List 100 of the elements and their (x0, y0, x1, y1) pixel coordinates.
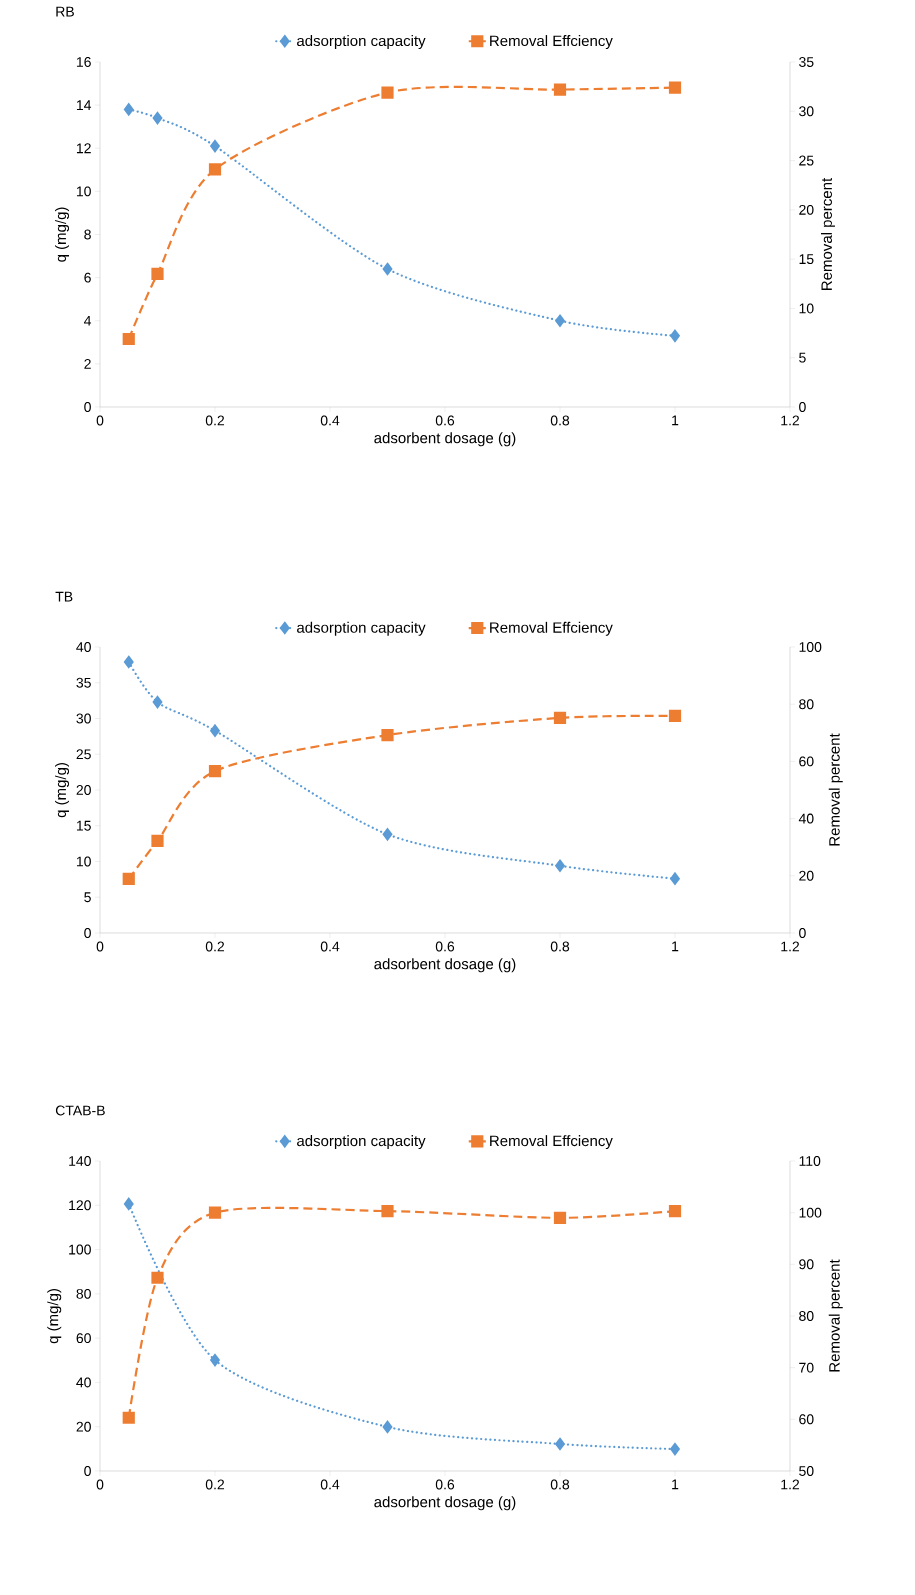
y2-tick-label: 15 (799, 254, 814, 265)
y-axis-title: q (mg/g) (47, 1289, 62, 1344)
y2-tick-label: 40 (798, 813, 814, 824)
point (122, 872, 135, 886)
x-axis-title: adsorbent dosage (g) (374, 432, 516, 447)
point (553, 711, 567, 725)
x-tick-label: 0.8 (550, 941, 570, 952)
y-tick-label: 120 (69, 1200, 91, 1211)
x-tick-label: 1.2 (781, 941, 800, 952)
x-tick-label: 1 (672, 1479, 679, 1490)
x-tick-label: 0.4 (320, 1479, 340, 1490)
y-tick-label: 14 (76, 100, 92, 110)
point (122, 1411, 135, 1424)
y-tick-label: 60 (76, 1333, 91, 1344)
legend-label: Removal Effciency (490, 35, 613, 50)
point (555, 1437, 565, 1451)
y2-axis-title: Removal percent (820, 177, 835, 290)
x-tick-label: 0.8 (550, 1479, 570, 1490)
y2-tick-label: 20 (799, 204, 814, 215)
y-tick-label: 0 (84, 928, 91, 938)
y-tick-label: 20 (76, 1421, 91, 1432)
point (668, 709, 682, 723)
x-tick-label: 1 (672, 415, 679, 426)
y2-tick-label: 100 (799, 642, 822, 652)
y-tick-label: 30 (76, 713, 91, 724)
point (151, 267, 164, 281)
y-tick-label: 140 (69, 1156, 91, 1166)
y2-tick-label: 0 (799, 402, 806, 412)
y-tick-label: 10 (76, 186, 91, 197)
legend-label: Removal Effciency (490, 1135, 613, 1150)
y-tick-label: 2 (84, 358, 91, 369)
point (670, 872, 680, 885)
x-tick-label: 0 (96, 941, 104, 952)
x-tick-label: 0.2 (205, 415, 225, 426)
point (210, 1353, 220, 1367)
point (151, 834, 164, 847)
y-tick-label: 0 (84, 402, 91, 412)
y2-tick-label: 5 (799, 352, 806, 363)
y2-tick-label: 100 (799, 1207, 822, 1218)
point (553, 1211, 567, 1224)
y2-tick-label: 25 (799, 155, 814, 166)
y2-tick-label: 20 (799, 870, 814, 881)
y-tick-label: 80 (76, 1288, 91, 1299)
legend-label: Removal Effciency (490, 621, 613, 636)
y-tick-label: 6 (84, 272, 91, 283)
point (123, 103, 134, 116)
y2-tick-label: 30 (799, 106, 814, 117)
point (553, 83, 567, 96)
legend-label: adsorption capacity (297, 621, 426, 636)
point (208, 1206, 222, 1219)
point (668, 1205, 682, 1218)
y2-tick-label: 50 (799, 1466, 814, 1476)
chart-title: RB (56, 6, 74, 17)
point (208, 163, 222, 176)
y2-tick-label: 80 (799, 1311, 814, 1321)
y2-tick-label: 35 (799, 57, 814, 67)
x-tick-label: 1.2 (781, 415, 800, 426)
x-tick-label: 0.6 (435, 1479, 455, 1490)
y-tick-label: 16 (76, 57, 91, 67)
point (152, 695, 163, 709)
point (670, 1442, 680, 1456)
x-tick-label: 0.4 (320, 415, 340, 426)
x-tick-label: 0.2 (205, 941, 225, 952)
x-tick-label: 0.2 (205, 1479, 225, 1490)
point (123, 655, 134, 669)
point (381, 86, 394, 99)
x-tick-label: 0.4 (320, 941, 340, 952)
y2-tick-label: 90 (799, 1259, 814, 1270)
y-axis-title: q (mg/g) (55, 207, 70, 262)
x-tick-label: 1 (672, 941, 679, 952)
point (123, 1197, 134, 1211)
y-tick-label: 15 (76, 820, 91, 831)
y-tick-label: 4 (83, 315, 92, 326)
x-tick-label: 0.8 (550, 415, 570, 426)
point (382, 1420, 393, 1434)
point (122, 332, 135, 346)
y-axis-title: q (mg/g) (55, 763, 70, 818)
legend-label: adsorption capacity (297, 1135, 426, 1150)
x-axis-title: adsorbent dosage (g) (374, 958, 516, 973)
x-tick-label: 0 (96, 1479, 104, 1490)
chart-title: TB (55, 591, 73, 602)
y-tick-label: 20 (76, 785, 91, 795)
point (210, 139, 220, 153)
x-axis-title: adsorbent dosage (g) (374, 1496, 516, 1511)
y-tick-label: 25 (76, 749, 91, 760)
point (555, 314, 565, 327)
point (382, 828, 393, 841)
y-tick-label: 8 (84, 229, 91, 240)
chart-title: CTAB-B (55, 1105, 105, 1116)
point (208, 765, 222, 778)
y2-tick-label: 10 (799, 303, 814, 314)
y2-tick-label: 70 (799, 1362, 814, 1373)
point (381, 1205, 394, 1218)
point (210, 724, 220, 737)
point (381, 728, 394, 742)
y-tick-label: 0 (84, 1466, 91, 1476)
y2-axis-title: Removal percent (828, 1259, 843, 1372)
x-tick-label: 0 (96, 415, 104, 426)
y2-axis-title: Removal percent (828, 733, 843, 846)
y2-tick-label: 0 (799, 928, 806, 938)
